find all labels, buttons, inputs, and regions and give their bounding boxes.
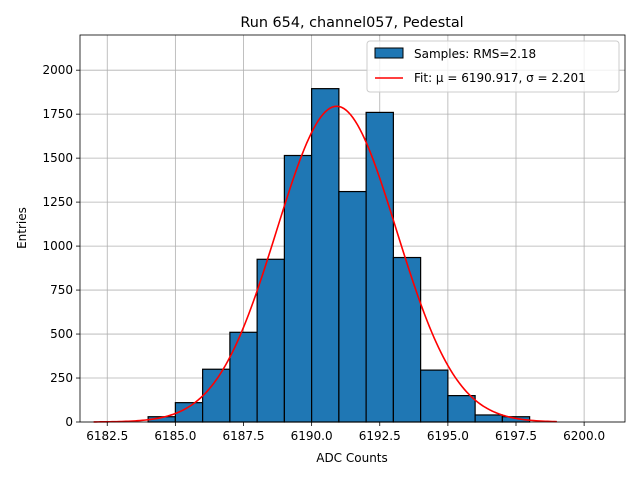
x-axis-label: ADC Counts [316,451,388,465]
histogram-bar [365,111,394,423]
histogram-bars [147,88,531,423]
y-tick-label: 500 [50,327,73,341]
x-tick-label: 6195.0 [427,429,469,443]
histogram-bar [474,414,503,423]
y-tick-label: 1500 [42,151,73,165]
x-tick-label: 6187.5 [223,429,265,443]
histogram-bar [202,368,231,423]
x-tick-label: 6185.0 [154,429,196,443]
histogram-bar [420,369,449,423]
y-tick-label: 2000 [42,63,73,77]
fit-curve-group [93,105,557,423]
y-tick-label: 1000 [42,239,73,253]
x-tick-label: 6197.5 [495,429,537,443]
legend-label-fit: Fit: μ = 6190.917, σ = 2.201 [414,71,586,85]
y-tick-label: 250 [50,371,73,385]
plot-frame [79,34,626,423]
histogram-bar [392,256,422,423]
histogram-bar [338,190,367,423]
x-tick-label: 6200.0 [563,429,605,443]
y-tick-label: 750 [50,283,73,297]
legend-label-histogram: Samples: RMS=2.18 [414,47,536,61]
y-tick-label: 1750 [42,107,73,121]
histogram-bar [229,331,258,423]
histogram-bar [256,258,285,423]
x-tick-label: 6192.5 [359,429,401,443]
y-tick-label: 0 [65,415,73,429]
y-tick-label: 1250 [42,195,73,209]
histogram-bar [311,88,340,423]
histogram-bar [447,395,476,423]
y-axis-label: Entries [15,207,29,249]
legend-swatch-histogram [374,47,404,59]
legend-box [366,40,620,93]
x-tick-label: 6182.5 [86,429,128,443]
chart-title: Run 654, channel057, Pedestal [240,15,463,31]
fit-curve [93,105,557,423]
x-tick-label: 6190.0 [291,429,333,443]
legend: Samples: RMS=2.18 Fit: μ = 6190.917, σ =… [366,40,620,93]
axis-ticks: 6182.5 6185.0 6187.5 6190.0 6192.5 6195.0 6197… [42,63,605,443]
histogram-bar [283,154,313,423]
